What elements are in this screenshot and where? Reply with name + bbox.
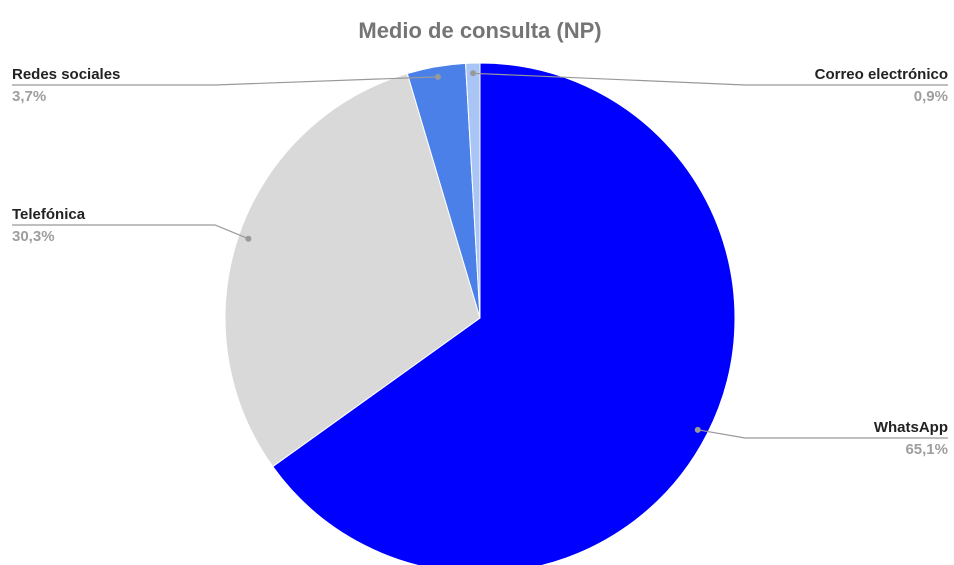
leader-line xyxy=(697,429,948,439)
slice-label: Redes sociales xyxy=(12,66,120,83)
slice-label: Telefónica xyxy=(12,206,86,223)
pie-slice xyxy=(224,72,481,468)
slice-label: Correo electrónico xyxy=(815,66,948,83)
leader-dot xyxy=(245,235,252,242)
leader-line xyxy=(473,72,948,86)
leader-dot xyxy=(434,73,441,80)
slice-value: 0,9% xyxy=(914,88,948,105)
slice-value: 3,7% xyxy=(12,88,46,105)
leader-dot xyxy=(470,70,477,77)
leader-line xyxy=(12,76,438,86)
pie-slice xyxy=(465,62,481,319)
pie-slice xyxy=(272,62,736,565)
slice-value: 30,3% xyxy=(12,228,55,245)
chart-title: Medio de consulta (NP) xyxy=(358,18,601,43)
slice-label: WhatsApp xyxy=(874,419,948,436)
slice-value: 65,1% xyxy=(905,441,948,458)
leader-line xyxy=(12,224,249,240)
leader-dot xyxy=(694,426,701,433)
